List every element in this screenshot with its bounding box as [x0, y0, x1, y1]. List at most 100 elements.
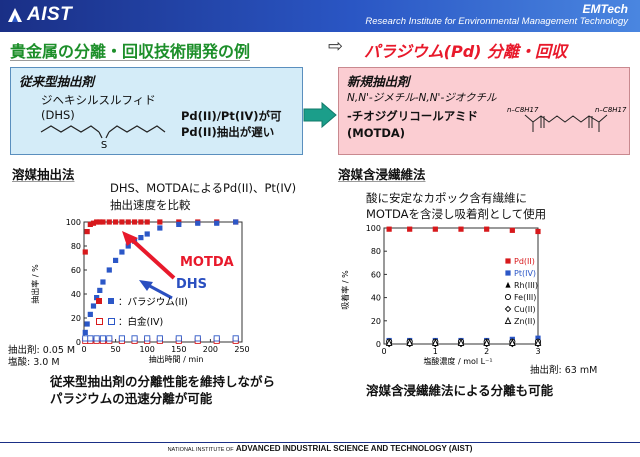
extraction-point-0-7: [106, 219, 112, 225]
solvent-extraction-desc-1: DHS、MOTDAによるPd(II)、Pt(IV): [110, 181, 297, 195]
adsorption-chart-legend: Pd(II) Pt(IV) Rh(III) Fe(III) Cu(II) Zn(II): [504, 257, 538, 326]
y-tick-label: 0: [76, 338, 81, 347]
legend-marker-pd-motda: [96, 298, 102, 304]
adsorption-point-0-4: [484, 226, 490, 232]
extraction-point-1-13: [144, 231, 150, 237]
adsorption-point-5-0: [385, 338, 393, 346]
adsorption-point-5-3: [457, 338, 465, 346]
solvent-extraction-title: 溶媒抽出法: [12, 167, 75, 182]
header-bar: AIST EMTech Research Institute for Envir…: [0, 0, 640, 32]
extraction-point-0-4: [94, 219, 100, 225]
aist-logo: AIST: [6, 4, 72, 26]
extraction-point-1-6: [100, 279, 106, 285]
legend-marker-pt-motda: [96, 318, 103, 325]
footer-prefix: NATIONAL INSTITUTE OF: [167, 447, 234, 453]
y-tick-label: 100: [366, 224, 381, 233]
dhs-name: ジヘキシルスルフィド: [41, 93, 156, 107]
adsorption-point-5-4: [483, 338, 490, 346]
impregnated-fiber-conclusion: 溶媒含浸繊維法による分離も可能: [366, 383, 554, 398]
dhs-abbr: (DHS): [41, 108, 75, 122]
conventional-extractant-label: 従来型抽出剤: [19, 74, 95, 89]
extraction-point-1-3: [90, 303, 97, 309]
adsorption-point-0-6: [535, 228, 541, 235]
footer-divider: [0, 442, 640, 443]
legend-label-2: Rh(III): [514, 281, 538, 290]
solvent-extraction-conclusion-1: 従来型抽出剤の分離性能を維持しながら: [50, 374, 276, 389]
extraction-point-0-5: [97, 219, 103, 225]
adsorption-point-0-1: [407, 226, 413, 232]
extraction-chart-ylabel: 抽出率 / %: [30, 264, 40, 304]
dhs-note-1: Pd(II)/Pt(IV)が可: [181, 109, 282, 123]
adsorption-point-5-5: [509, 338, 516, 346]
y-tick-label: 20: [371, 317, 381, 326]
adsorption-point-0-3: [458, 226, 464, 232]
x-tick-label: 0: [81, 345, 86, 354]
extraction-point-1-10: [125, 243, 131, 249]
extraction-point-3-6: [131, 335, 138, 342]
extraction-point-3-10: [194, 335, 201, 342]
extraction-point-1-14: [157, 225, 163, 231]
extraction-point-3-5: [118, 335, 125, 342]
extraction-point-3-4: [106, 335, 113, 342]
y-tick-label: 60: [71, 266, 81, 275]
extraction-point-0-10: [125, 219, 131, 225]
legend-marker-1: [505, 270, 511, 276]
extraction-chart-xlabel: 抽出時間 / min: [149, 354, 204, 364]
motda-right-chain: n–C8H17: [595, 106, 627, 114]
y-tick-label: 0: [376, 340, 381, 349]
motda-name-line2: -チオジグリコールアミド: [347, 109, 479, 123]
extraction-point-1-1: [84, 321, 90, 327]
extraction-point-3-0: [82, 335, 89, 342]
legend-marker-pd-dhs: [108, 298, 114, 304]
legend-marker-pt-dhs: [108, 318, 115, 325]
x-tick-label: 1: [433, 347, 438, 356]
headline-arrow-icon: ⇨: [328, 36, 344, 57]
extraction-point-0-3: [90, 220, 97, 226]
legend-label-pd: ：パラジウム(II): [118, 297, 188, 308]
y-tick-label: 100: [66, 218, 81, 227]
x-tick-label: 3: [535, 347, 540, 356]
legend-label-4: Cu(II): [514, 305, 536, 314]
extraction-point-3-11: [213, 335, 220, 342]
y-tick-label: 80: [71, 242, 81, 251]
extraction-point-0-11: [131, 219, 138, 225]
legend-marker-5: [504, 316, 512, 325]
impregnated-fiber-title: 溶媒含浸繊維法: [338, 167, 426, 182]
adsorption-point-5-6: [534, 338, 542, 346]
adsorption-chart-xlabel: 塩酸濃度 / mol L⁻¹: [423, 356, 492, 366]
adsorption-chart-ylabel: 吸着率 / %: [340, 270, 350, 310]
solvent-extraction-conclusion-2: パラジウムの迅速分離が可能: [50, 391, 213, 406]
y-tick-label: 40: [71, 290, 81, 299]
x-tick-label: 50: [111, 345, 121, 354]
extraction-point-1-16: [195, 220, 201, 226]
extraction-point-0-14: [157, 219, 163, 225]
extraction-point-1-0: [82, 329, 88, 335]
legend-label-0: Pd(II): [514, 257, 535, 266]
dhs-note-2: Pd(II)抽出が遅い: [181, 125, 275, 139]
org-title: EMTech: [582, 2, 628, 16]
adsorption-point-0-0: [386, 226, 392, 232]
extraction-point-1-15: [176, 221, 182, 227]
dhs-annotation: DHS: [176, 277, 207, 292]
extraction-point-0-13: [144, 219, 150, 225]
extractant-concentration: 抽出剤: 0.05 M: [8, 345, 76, 356]
extraction-point-0-6: [100, 219, 106, 225]
extraction-point-3-1: [87, 335, 94, 342]
fiber-extractant-concentration: 抽出剤: 63 mM: [530, 365, 598, 376]
extraction-point-1-18: [233, 219, 239, 225]
motda-left-chain: n–C8H17: [507, 106, 539, 114]
extraction-point-1-5: [97, 287, 103, 293]
extraction-point-0-9: [119, 219, 125, 225]
motda-structure: n–C8H17 n–C8H17: [507, 106, 627, 132]
new-extractant-label: 新規抽出剤: [347, 74, 410, 89]
dhs-structure: S: [40, 125, 166, 151]
dhs-sulfur-label: S: [101, 140, 107, 151]
impregnated-fiber-desc-1: 酸に安定なカポック含有繊維に: [366, 191, 527, 205]
motda-annotation: MOTDA: [180, 255, 234, 270]
headline-right: パラジウム(Pd) 分離・回収: [364, 42, 568, 61]
extraction-point-3-2: [93, 335, 100, 342]
footer: NATIONAL INSTITUTE OF ADVANCED INDUSTRIA…: [0, 444, 640, 453]
legend-marker-0: [505, 258, 511, 264]
extraction-point-1-8: [113, 257, 119, 263]
extraction-point-1-7: [106, 267, 112, 273]
